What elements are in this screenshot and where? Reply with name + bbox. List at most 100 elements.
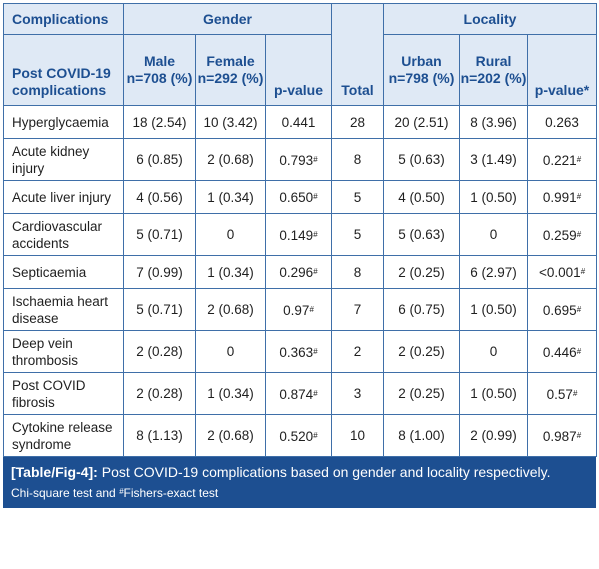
cell-male: 7 (0.99) [123, 255, 196, 289]
cell-female-value: 2 (0.68) [207, 428, 254, 443]
header-locality: Locality [383, 3, 597, 35]
cell-female: 1 (0.34) [195, 180, 266, 214]
cell-rural: 1 (0.50) [459, 372, 528, 415]
cell-female: 2 (0.68) [195, 288, 266, 331]
table-row: Ischaemia heart disease 5 (0.71) 2 (0.68) 0… [3, 288, 597, 331]
table-row: Cytokine release syndrome 8 (1.13) 2 (0.68… [3, 414, 597, 457]
cell-rural: 2 (0.99) [459, 414, 528, 457]
cell-pvalue-gender-value: 0.874 [279, 386, 314, 402]
cell-pvalue-gender-mark: # [313, 192, 318, 201]
cell-pvalue-gender-mark: # [313, 388, 318, 398]
cell-female-value: 0 [226, 344, 235, 359]
cell-pvalue-gender-value: 0.650 [279, 190, 314, 205]
cell-pvalue-gender-value: 0.441 [281, 115, 316, 130]
cell-male-value: 4 (0.56) [136, 189, 183, 205]
cell-rural-value: 6 (2.97) [470, 264, 517, 280]
header-total: Total [331, 3, 384, 106]
cell-female: 10 (3.42) [195, 105, 266, 139]
cell-male-value: 2 (0.28) [136, 344, 183, 359]
caption-label: [Table/Fig-4]: [11, 464, 98, 480]
cell-male: 2 (0.28) [123, 372, 196, 415]
complication-name-value: Deep vein thrombosis [12, 335, 79, 368]
cell-rural-value: 2 (0.99) [470, 428, 517, 443]
cell-pvalue-gender: 0.363# [265, 330, 332, 373]
cell-pvalue-locality-mark: # [576, 304, 582, 314]
cell-rural: 0 [459, 213, 528, 256]
cell-male: 2 (0.28) [123, 330, 196, 373]
cell-rural: 3 (1.49) [459, 138, 528, 181]
caption-note-mark: # [119, 487, 124, 496]
complication-name-value: Cytokine release syndrome [12, 419, 113, 452]
header-female: Female n=292 (%) [195, 34, 266, 106]
cell-urban: 4 (0.50) [383, 180, 460, 214]
cell-pvalue-gender-value: 0.296 [279, 265, 314, 280]
cell-male-value: 7 (0.99) [136, 264, 183, 280]
complication-name-value: Acute liver injury [12, 189, 112, 205]
table-body: Hyperglycaemia 18 (2.54) 10 (3.42) 0.441 28 2… [3, 105, 597, 457]
header-urban: Urban n=798 (%) [383, 34, 460, 106]
cell-female: 2 (0.68) [195, 414, 266, 457]
table-row: Septicaemia 7 (0.99) 1 (0.34) 0.296# 8 2 (0.2… [3, 255, 597, 289]
cell-pvalue-locality-value: 0.991 [542, 190, 577, 205]
cell-urban: 6 (0.75) [383, 288, 460, 331]
cell-pvalue-gender: 0.520# [265, 414, 332, 457]
cell-pvalue-locality: 0.221# [527, 138, 597, 181]
cell-total: 8 [331, 255, 384, 289]
cell-rural-value: 1 (0.50) [470, 189, 517, 205]
header-rural: Rural n=202 (%) [459, 34, 528, 106]
cell-pvalue-locality: 0.263 [527, 105, 597, 139]
cell-pvalue-gender: 0.296# [265, 255, 332, 289]
cell-total-value: 10 [349, 428, 366, 443]
caption-main: [Table/Fig-4]: Post COVID-19 complicatio… [11, 463, 588, 481]
header-pvalue-gender: p-value [265, 34, 332, 106]
cell-urban: 20 (2.51) [383, 105, 460, 139]
table-row: Acute kidney injury 6 (0.85) 2 (0.68) 0.793… [3, 138, 597, 181]
complication-name: Acute liver injury [3, 180, 124, 214]
cell-urban-value: 2 (0.25) [398, 344, 445, 359]
cell-male: 8 (1.13) [123, 414, 196, 457]
cell-pvalue-locality-value: 0.263 [545, 115, 579, 130]
cell-female-value: 0 [226, 227, 235, 242]
complication-name: Hyperglycaemia [3, 105, 124, 139]
cell-total-value: 2 [353, 344, 362, 359]
cell-female: 2 (0.68) [195, 138, 266, 181]
cell-rural-value: 3 (1.49) [470, 152, 517, 167]
header-pvalue-locality: p-value* [527, 34, 597, 106]
header-post-covid: Post COVID-19 complications [3, 34, 124, 106]
cell-total: 3 [331, 372, 384, 415]
cell-male: 6 (0.85) [123, 138, 196, 181]
header-row-top: Complications Gender Total Locality [3, 3, 597, 106]
cell-pvalue-gender-mark: # [313, 267, 318, 276]
cell-urban: 2 (0.25) [383, 330, 460, 373]
cell-pvalue-gender: 0.97# [265, 288, 332, 331]
cell-urban-value: 5 (0.63) [398, 152, 445, 167]
cell-male-value: 2 (0.28) [136, 386, 183, 401]
cell-male-value: 5 (0.71) [136, 302, 183, 317]
cell-urban-value: 2 (0.25) [398, 386, 445, 401]
cell-total: 28 [331, 105, 384, 139]
complication-name: Acute kidney injury [3, 138, 124, 181]
cell-total-value: 7 [353, 302, 362, 317]
cell-pvalue-locality-mark: # [576, 346, 582, 356]
cell-pvalue-locality-value: 0.259 [542, 227, 577, 243]
cell-pvalue-locality-mark: # [576, 154, 582, 164]
cell-male-value: 5 (0.71) [136, 227, 183, 242]
cell-total: 2 [331, 330, 384, 373]
complications-table: Complications Gender Total Locality Post… [3, 3, 597, 457]
cell-male-value: 8 (1.13) [136, 428, 183, 443]
cell-rural-value: 8 (3.96) [470, 114, 517, 130]
cell-male-value: 6 (0.85) [136, 152, 183, 167]
cell-rural: 8 (3.96) [459, 105, 528, 139]
cell-urban: 8 (1.00) [383, 414, 460, 457]
cell-pvalue-gender: 0.149# [265, 213, 332, 256]
cell-female: 0 [195, 213, 266, 256]
complication-name-value: Acute kidney injury [12, 143, 90, 176]
cell-female: 0 [195, 330, 266, 373]
cell-total-value: 5 [353, 227, 362, 242]
cell-urban-value: 5 (0.63) [398, 227, 445, 242]
cell-pvalue-gender-mark: # [313, 229, 318, 239]
cell-urban: 5 (0.63) [383, 138, 460, 181]
caption-note-suffix: Fishers-exact test [123, 486, 219, 500]
cell-pvalue-gender-mark: # [313, 346, 318, 356]
complication-name: Cardiovascular accidents [3, 213, 124, 256]
